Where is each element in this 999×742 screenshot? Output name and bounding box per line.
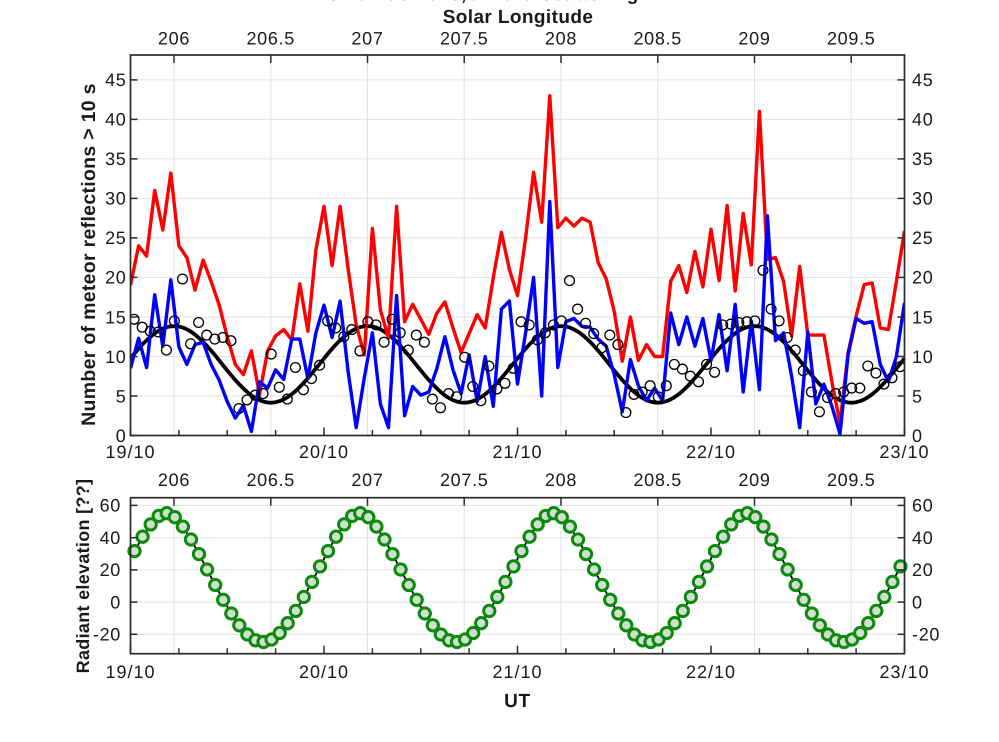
svg-text:20: 20 (912, 268, 933, 288)
svg-text:20: 20 (100, 560, 121, 580)
svg-text:19/10: 19/10 (105, 442, 155, 462)
svg-text:209.5: 209.5 (827, 28, 876, 48)
svg-text:5: 5 (116, 386, 127, 406)
svg-text:25: 25 (912, 228, 933, 248)
svg-text:207.5: 207.5 (440, 28, 489, 48)
svg-text:35: 35 (105, 149, 126, 169)
svg-text:19/10: 19/10 (105, 662, 155, 682)
svg-text:207: 207 (351, 470, 383, 490)
svg-text:Number of meteor reflections >: Number of meteor reflections > 10 s (78, 83, 100, 426)
svg-text:0: 0 (110, 592, 121, 612)
svg-text:35: 35 (912, 149, 933, 169)
svg-text:209: 209 (738, 470, 770, 490)
svg-text:10: 10 (912, 347, 933, 367)
svg-text:208: 208 (545, 28, 577, 48)
svg-text:207.5: 207.5 (440, 470, 489, 490)
svg-text:20/10: 20/10 (299, 662, 349, 682)
svg-text:forward scattering: forward scattering (461, 0, 639, 5)
svg-text:20: 20 (912, 560, 933, 580)
svg-text:15: 15 (912, 307, 933, 327)
svg-text:206: 206 (158, 28, 190, 48)
svg-text:0: 0 (912, 592, 923, 612)
svg-text:0: 0 (912, 426, 923, 446)
svg-text:45: 45 (105, 70, 126, 90)
svg-text:23/10: 23/10 (879, 442, 929, 462)
svg-text:20: 20 (105, 268, 126, 288)
svg-text:22/10: 22/10 (686, 442, 736, 462)
svg-text:-20: -20 (912, 625, 940, 645)
svg-text:21/10: 21/10 (492, 662, 542, 682)
svg-text:208: 208 (545, 470, 577, 490)
svg-text:60: 60 (100, 496, 121, 516)
svg-text:20/10: 20/10 (299, 442, 349, 462)
svg-text:60: 60 (912, 496, 933, 516)
svg-text:25: 25 (105, 228, 126, 248)
svg-text:23/10: 23/10 (879, 662, 929, 682)
svg-text:40: 40 (912, 528, 933, 548)
svg-text:206.5: 206.5 (246, 28, 295, 48)
svg-text:206: 206 (158, 470, 190, 490)
svg-text:-20: -20 (93, 625, 121, 645)
svg-text:Radiant elevation [??]: Radiant elevation [??] (73, 479, 93, 674)
svg-text:40: 40 (100, 528, 121, 548)
svg-text:40: 40 (105, 110, 126, 130)
svg-text:30: 30 (912, 189, 933, 209)
svg-text:22/10: 22/10 (686, 662, 736, 682)
svg-text:10: 10 (105, 347, 126, 367)
svg-text:209: 209 (738, 28, 770, 48)
svg-text:209.5: 209.5 (827, 470, 876, 490)
svg-text:21/10: 21/10 (492, 442, 542, 462)
svg-text:208.5: 208.5 (633, 470, 682, 490)
svg-text:5: 5 (912, 386, 923, 406)
svg-text:15: 15 (105, 307, 126, 327)
svg-text:206.5: 206.5 (246, 470, 295, 490)
svg-text:Solar Longitude: Solar Longitude (443, 7, 594, 28)
svg-text:Orionids 2023,: Orionids 2023, (326, 0, 467, 5)
svg-text:40: 40 (912, 110, 933, 130)
svg-text:30: 30 (105, 189, 126, 209)
svg-text:208.5: 208.5 (633, 28, 682, 48)
svg-text:207: 207 (351, 28, 383, 48)
svg-text:UT: UT (504, 691, 531, 712)
svg-text:0: 0 (116, 426, 127, 446)
svg-text:45: 45 (912, 70, 933, 90)
